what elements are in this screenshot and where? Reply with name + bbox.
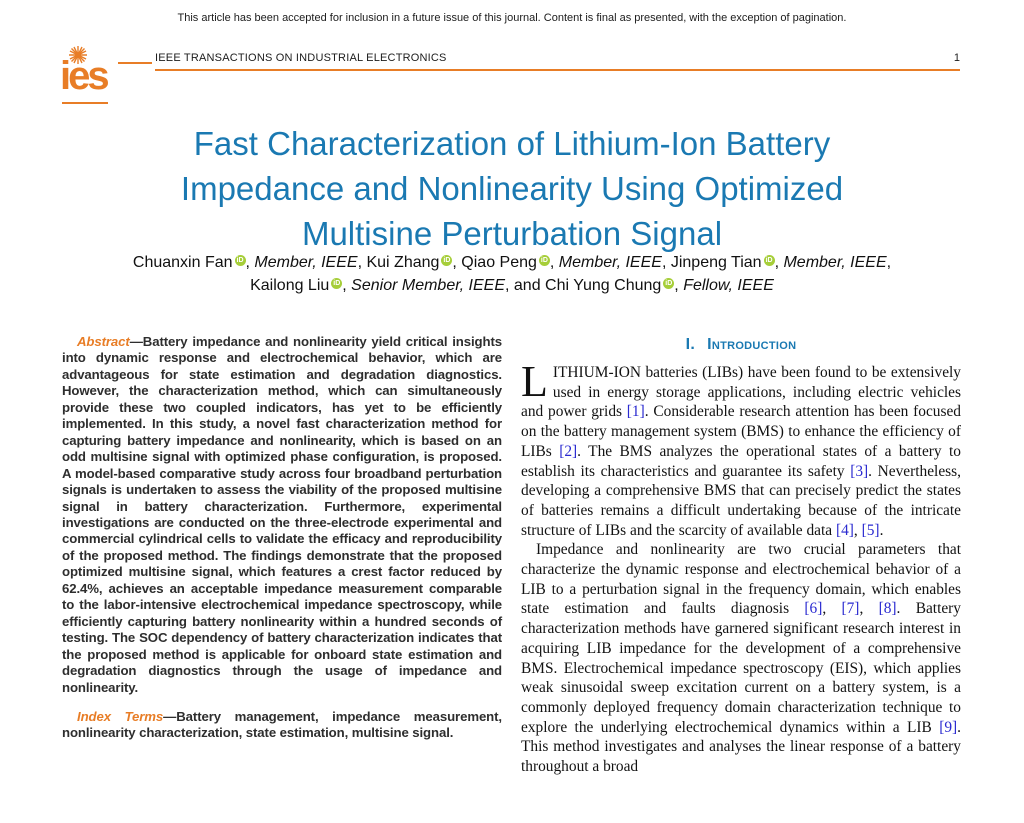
author-name: Chi Yung Chung [545,277,662,294]
journal-name: IEEE TRANSACTIONS ON INDUSTRIAL ELECTRON… [155,52,447,64]
logo-rule-bottom [62,102,108,104]
author-name: Chuanxin Fan [132,254,233,271]
acceptance-notice: This article has been accepted for inclu… [177,12,847,24]
author-membership: Member, IEEE [558,254,662,271]
page-number: 1 [953,52,960,64]
author-membership: Senior Member, IEEE [351,277,506,294]
body-paragraph: Impedance and nonlinearity are two cruci… [521,541,961,776]
abstract-label: Abstract [77,334,130,349]
orcid-icon[interactable]: iD [663,278,675,289]
author-membership: Fellow, IEEE [683,277,774,294]
header-rule [155,69,960,71]
index-terms-text: —Battery management, impedance measureme… [62,708,502,741]
section-title: Introduction [707,336,797,353]
citation-link[interactable]: [9] [939,718,958,736]
citation-link[interactable]: [5] [861,521,880,539]
section-heading: I. Introduction [521,336,961,354]
citation-link[interactable]: [4] [835,521,854,539]
two-column-body: Abstract—Battery impedance and nonlinear… [62,334,962,777]
abstract-paragraph: Abstract—Battery impedance and nonlinear… [62,334,502,696]
paper-title-line: Impedance and Nonlinearity Using Optimiz… [180,170,844,208]
introduction-section: L ITHIUM-ION batteries (LIBs) have been f… [521,357,961,777]
author-name: Kailong Liu [250,277,330,294]
ies-logo-text: ies [60,54,110,98]
citation-link[interactable]: [3] [850,462,869,480]
author-name: Jinpeng Tian [670,254,762,271]
index-terms-label: Index Terms [77,708,164,724]
author-membership: Member, IEEE [783,254,887,271]
orcid-icon[interactable]: iD [538,255,550,266]
logo-rule-top [118,62,152,64]
left-column: Abstract—Battery impedance and nonlinear… [62,334,502,777]
author-name: Kui Zhang [366,254,440,271]
paper-title: Fast Characterization of Lithium-Ion Bat… [0,121,1024,256]
citation-link[interactable]: [6] [804,600,823,618]
orcid-icon[interactable]: iD [331,278,343,289]
author-name: Qiao Peng [461,254,537,271]
paper-title-line: Multisine Perturbation Signal [301,215,723,253]
index-terms-paragraph: Index Terms—Battery management, impedanc… [62,709,502,742]
author-membership: Member, IEEE [254,254,358,271]
abstract-text: —Battery impedance and nonlinearity yiel… [62,334,502,695]
body-paragraph: L ITHIUM-ION batteries (LIBs) have been f… [521,357,961,539]
ies-logo: ies [60,46,160,106]
section-number: I. [685,336,696,353]
orcid-icon[interactable]: iD [441,255,453,266]
paper-title-line: Fast Characterization of Lithium-Ion Bat… [193,125,831,163]
authors-line: Chuanxin Fan iD, Member, IEEE, Kui Zhang i… [132,254,892,294]
citation-link[interactable]: [1] [626,403,645,421]
right-column: I. Introduction L ITHIUM-ION batteries (LI… [521,334,961,777]
orcid-icon[interactable]: iD [234,255,246,266]
citation-link[interactable]: [8] [878,600,897,618]
citation-link[interactable]: [7] [841,600,860,618]
orcid-icon[interactable]: iD [763,255,775,266]
citation-link[interactable]: [2] [559,442,578,460]
dropcap: L [521,357,548,406]
starburst-icon [69,46,87,64]
